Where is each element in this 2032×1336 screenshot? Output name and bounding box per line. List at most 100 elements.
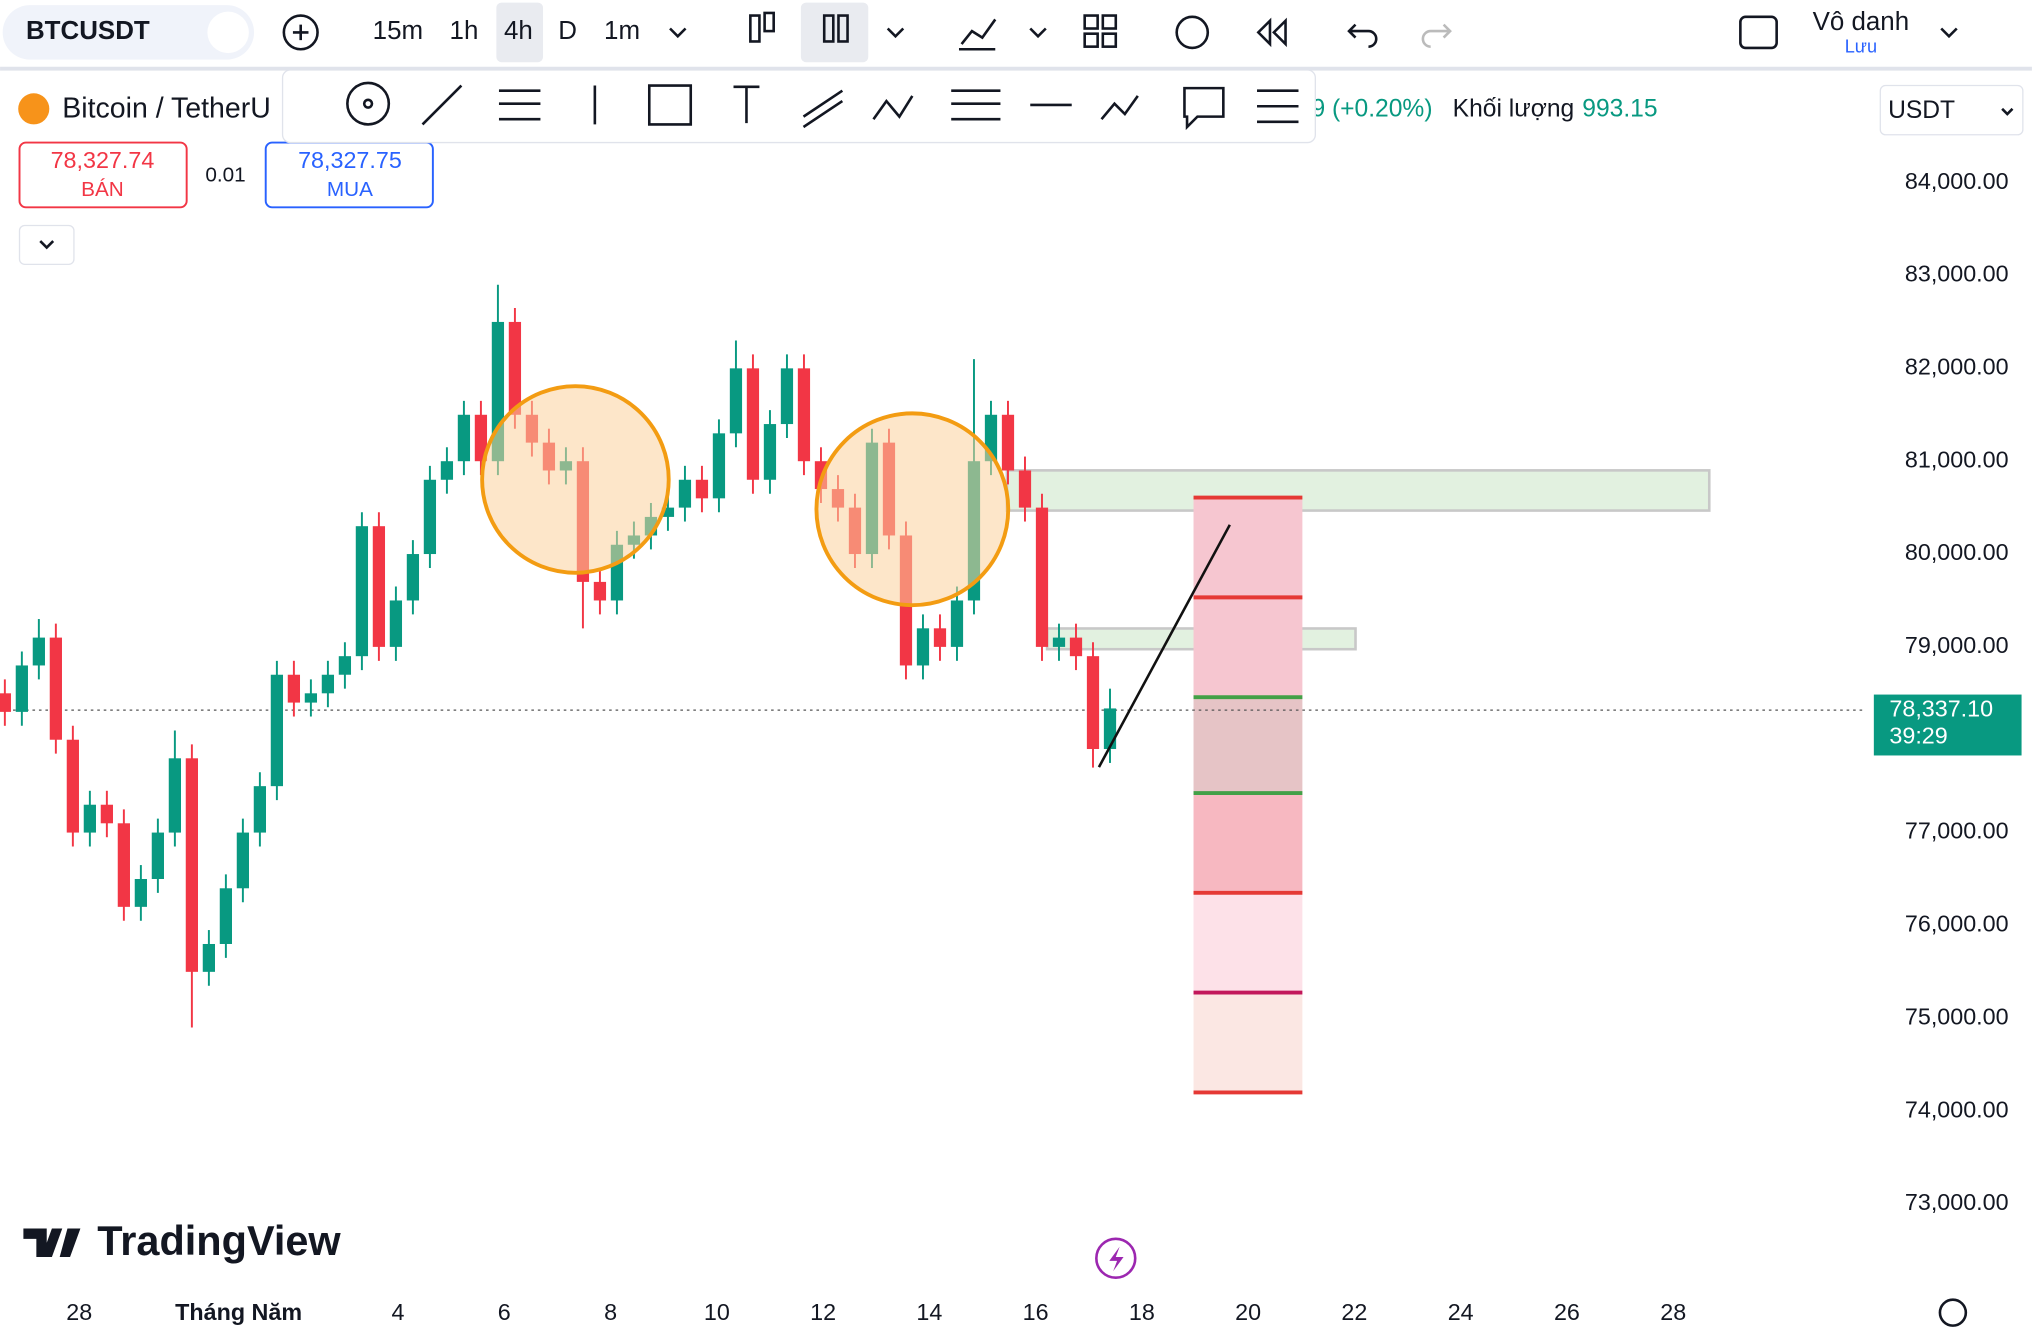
- y-tick-label: 83,000.00: [1905, 261, 2009, 287]
- candle-body: [440, 461, 454, 480]
- drawing-tools: [346, 81, 1299, 131]
- candle-body: [270, 674, 284, 787]
- brand: TradingView: [97, 1217, 341, 1264]
- candle-body: [423, 479, 437, 555]
- x-tick-label: 26: [1554, 1299, 1580, 1325]
- candle-body: [338, 656, 352, 675]
- position-zone[interactable]: [1193, 992, 1303, 1093]
- toolbar-icons: [669, 2, 1958, 63]
- currency[interactable]: USDT: [1888, 97, 1955, 124]
- x-tick-label: 14: [916, 1299, 942, 1325]
- candle-body: [134, 878, 147, 907]
- x-tick-label: 28: [66, 1299, 92, 1325]
- candle-body: [287, 674, 301, 703]
- icon: [1109, 1246, 1124, 1272]
- y-tick-label: 81,000.00: [1905, 446, 2009, 472]
- y-tick-label: 82,000.00: [1905, 354, 2009, 380]
- x-tick-label: 6: [498, 1299, 511, 1325]
- position-zone[interactable]: [1193, 697, 1303, 794]
- interval[interactable]: 15m: [373, 17, 423, 45]
- x-tick-label: 28: [1660, 1299, 1686, 1325]
- add-icon[interactable]: [282, 14, 319, 51]
- y-tick-label: 76,000.00: [1905, 911, 2009, 937]
- x-tick-label: 12: [810, 1299, 836, 1325]
- x-tick-label: 20: [1235, 1299, 1261, 1325]
- sell-label[interactable]: BÁN: [81, 178, 124, 201]
- candle-body: [0, 693, 11, 712]
- candle-body: [508, 321, 522, 415]
- candle-body: [100, 804, 113, 824]
- axes: 84,000.00 83,000.00 82,000.00 81,000.00 80,0…: [66, 168, 2008, 1325]
- interval[interactable]: D: [558, 17, 577, 45]
- symbol[interactable]: BTCUSDT: [26, 17, 150, 45]
- save-status[interactable]: Lưu: [1845, 37, 1877, 57]
- buy-label[interactable]: MUA: [327, 178, 373, 201]
- candle-body: [32, 637, 45, 666]
- candle-body: [304, 693, 318, 703]
- pair: Bitcoin / TetherU: [62, 93, 271, 125]
- volume-label: Khối lượng: [1453, 96, 1575, 123]
- candle-body: [457, 414, 471, 462]
- toolbar: [0, 0, 2032, 68]
- candle-body: [678, 479, 692, 508]
- candle-body: [66, 739, 79, 833]
- candle-body: [372, 526, 386, 647]
- interval[interactable]: 4h: [504, 17, 533, 45]
- x-tick-label: 24: [1448, 1299, 1474, 1325]
- candle-body: [406, 554, 420, 601]
- candle-body: [236, 832, 250, 889]
- interval[interactable]: 1h: [450, 17, 479, 45]
- candle-body: [1086, 656, 1100, 750]
- x-tick-label: 4: [392, 1299, 405, 1325]
- settings-icon[interactable]: [1938, 1298, 1968, 1327]
- position-zone[interactable]: [1193, 793, 1303, 893]
- y-tick-label: 73,000.00: [1905, 1189, 2009, 1215]
- interval[interactable]: 1m: [604, 17, 640, 45]
- candle-body: [746, 368, 760, 480]
- candle-body: [763, 424, 777, 480]
- candle-body: [1069, 637, 1083, 657]
- candle-body: [780, 368, 794, 425]
- candle-body: [916, 628, 930, 666]
- position-zone[interactable]: [1193, 892, 1303, 993]
- trend-line[interactable]: [1097, 524, 1231, 768]
- candle-body: [151, 832, 164, 879]
- y-tick-label: 74,000.00: [1905, 1096, 2009, 1122]
- candle-body: [695, 479, 709, 499]
- x-tick-label: 16: [1023, 1299, 1049, 1325]
- sell-price[interactable]: 78,327.74: [51, 147, 155, 173]
- active-interval: [496, 2, 544, 63]
- x-tick-label: 8: [604, 1299, 617, 1325]
- collapse-button[interactable]: [18, 224, 75, 265]
- zone[interactable]: [1005, 469, 1711, 512]
- icon: [2001, 107, 2014, 116]
- candle-body: [1035, 507, 1049, 647]
- candle-body: [253, 786, 267, 833]
- candle-body: [661, 507, 675, 517]
- brand-logo: [23, 1228, 81, 1257]
- candle-body: [474, 414, 488, 462]
- x-tick-label: 18: [1129, 1299, 1155, 1325]
- candle-body: [49, 637, 62, 740]
- symbol-search[interactable]: [2, 5, 255, 60]
- candle-body: [355, 526, 369, 657]
- circle-drawing[interactable]: [480, 384, 671, 575]
- buy-price[interactable]: 78,327.75: [298, 147, 402, 173]
- last-price-badge: [1873, 694, 2022, 756]
- drawing-toolbar: [281, 69, 1316, 144]
- layout-name[interactable]: Vô danh: [1813, 8, 1910, 36]
- drawings: [0, 469, 1867, 1095]
- sell-button[interactable]: [18, 141, 188, 209]
- candle-body: [712, 433, 726, 499]
- currency-select[interactable]: [1879, 84, 2024, 136]
- candle-body: [729, 368, 743, 434]
- candle-body: [202, 943, 215, 972]
- candle-body: [1018, 470, 1032, 508]
- x-tick-label: Tháng Năm: [175, 1299, 302, 1325]
- spread: 0.01: [205, 164, 245, 187]
- y-tick-label: 84,000.00: [1905, 168, 2009, 194]
- candle-body: [1001, 414, 1015, 471]
- icon[interactable]: [207, 11, 249, 54]
- circle-drawing[interactable]: [814, 411, 1011, 608]
- candle-body: [1052, 637, 1066, 647]
